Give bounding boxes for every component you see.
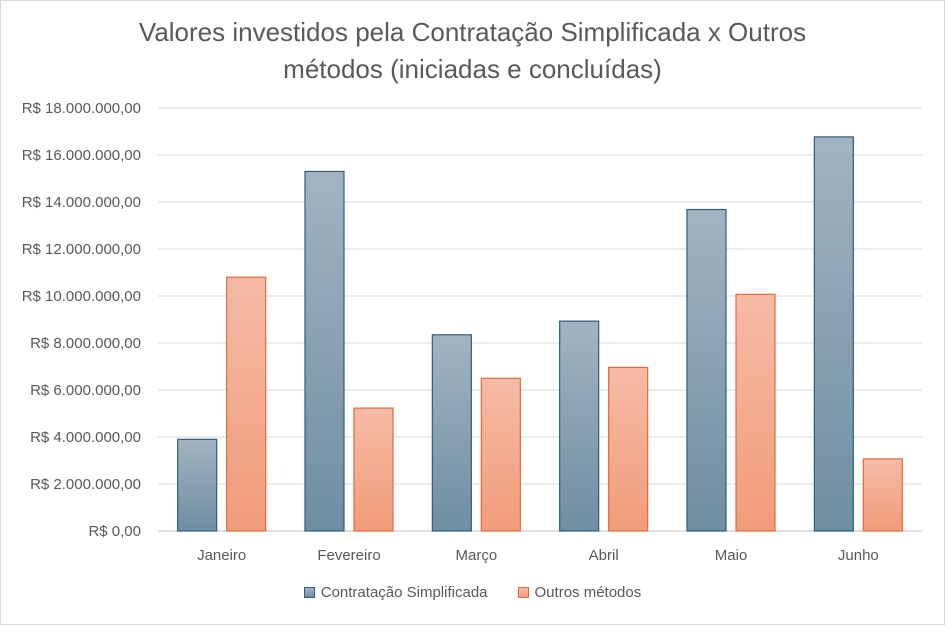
y-tick-label: R$ 6.000.000,00 xyxy=(30,382,141,399)
x-tick-label: Maio xyxy=(715,547,748,564)
legend-label-contratacao-simplificada: Contratação Simplificada xyxy=(320,584,488,601)
y-tick-label: R$ 16.000.000,00 xyxy=(22,147,141,164)
legend-swatch-contratacao-simplificada xyxy=(303,587,315,598)
bar-outros-metodos-junho xyxy=(862,458,903,532)
bar-contratacao-simplificada-junho xyxy=(813,136,854,532)
chart-title: Valores investidos pela Contratação Simp… xyxy=(0,14,945,88)
x-tick-label: Abril xyxy=(589,547,619,564)
x-tick-label: Fevereiro xyxy=(317,547,380,564)
bar-contratacao-simplificada-maio xyxy=(686,208,727,532)
chart-title-line-2: métodos (iniciadas e concluídas) xyxy=(283,54,662,84)
x-tick-label: Março xyxy=(455,547,497,564)
y-tick-label: R$ 10.000.000,00 xyxy=(22,288,141,305)
y-tick-label: R$ 4.000.000,00 xyxy=(30,429,141,446)
chart-title-line-1: Valores investidos pela Contratação Simp… xyxy=(138,17,807,47)
bar-outros-metodos-abril xyxy=(608,366,649,532)
legend-label-outros-metodos: Outros métodos xyxy=(534,584,642,601)
legend: Contratação Simplificada Outros métodos xyxy=(0,584,945,601)
bar-outros-metodos-fevereiro xyxy=(353,407,394,532)
bar-outros-metodos-maio xyxy=(735,293,776,532)
bar-contratacao-simplificada-fevereiro xyxy=(304,170,345,532)
y-tick-label: R$ 8.000.000,00 xyxy=(30,335,141,352)
legend-swatch-outros-metodos xyxy=(517,587,529,598)
bar-contratacao-simplificada-março xyxy=(431,334,472,532)
x-tick-label: Janeiro xyxy=(197,547,246,564)
y-tick-label: R$ 2.000.000,00 xyxy=(30,476,141,493)
bar-contratacao-simplificada-janeiro xyxy=(177,438,218,532)
y-tick-label: R$ 14.000.000,00 xyxy=(22,194,141,211)
y-tick-label: R$ 0,00 xyxy=(88,523,141,540)
x-tick-label: Junho xyxy=(838,547,879,564)
bar-outros-metodos-março xyxy=(480,377,521,532)
legend-item-contratacao-simplificada: Contratação Simplificada xyxy=(303,584,488,601)
legend-item-outros-metodos: Outros métodos xyxy=(517,584,642,601)
bar-contratacao-simplificada-abril xyxy=(559,320,600,532)
y-tick-label: R$ 12.000.000,00 xyxy=(22,241,141,258)
bar-outros-metodos-janeiro xyxy=(226,276,267,532)
y-tick-label: R$ 18.000.000,00 xyxy=(22,100,141,117)
